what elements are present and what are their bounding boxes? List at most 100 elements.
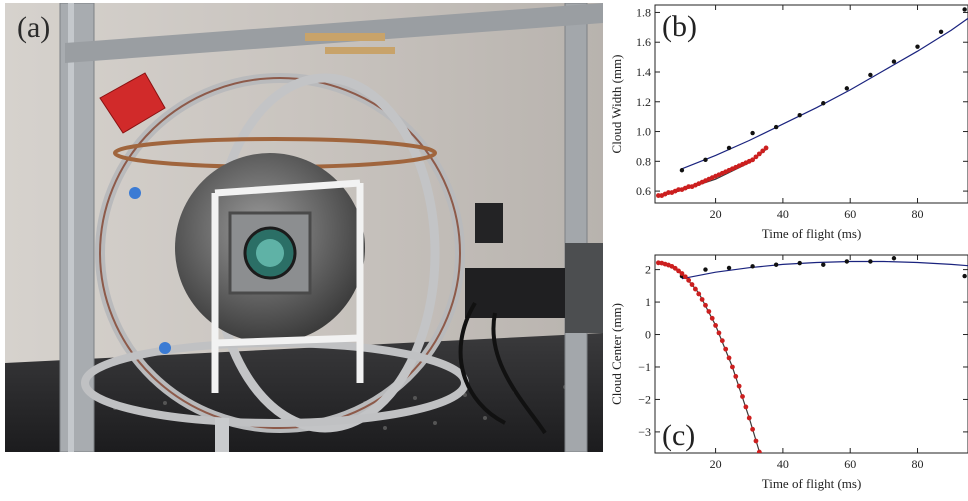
data-point-black — [868, 259, 873, 264]
data-point-black — [844, 86, 850, 91]
optics-mount — [465, 268, 575, 318]
data-point-black — [773, 124, 779, 130]
y-tick-label: 1.2 — [636, 95, 651, 109]
data-point-red — [686, 277, 692, 283]
data-point-red — [682, 274, 688, 280]
data-point-black — [797, 260, 802, 266]
data-point-red — [743, 404, 749, 410]
y-tick-label: 1.0 — [636, 125, 651, 139]
data-point-red — [736, 383, 742, 389]
y-tick-label: 1.6 — [636, 35, 651, 49]
data-point-black — [679, 168, 685, 173]
y-tick-label: −1 — [638, 360, 651, 374]
data-point-red — [756, 449, 762, 453]
y-tick-label: 0 — [645, 328, 651, 342]
y-tick-label: 1 — [645, 295, 651, 309]
data-point-black — [703, 267, 708, 272]
x-tick-label: 20 — [710, 457, 722, 471]
cable — [491, 312, 547, 435]
data-point-black — [726, 145, 732, 151]
y-axis-label: Cloud Center (mm) — [609, 303, 624, 405]
y-tick-label: 1.4 — [636, 65, 651, 79]
data-point-red — [746, 415, 752, 421]
y-axis-label: Cloud Width (mm) — [609, 55, 624, 154]
data-point-red — [686, 184, 692, 190]
apparatus-photo: (a) — [5, 3, 603, 452]
data-point-black — [939, 250, 943, 251]
cloud-center-chart: 20 40 60 80 −3 −2 −1 0 1 2 Time of flight (ms) Clou… — [607, 250, 968, 496]
plot-frame — [654, 4, 968, 204]
x-tick-label: 20 — [710, 207, 722, 221]
data-point-red — [740, 394, 745, 399]
data-point-red — [672, 265, 678, 271]
y-tick-label: −2 — [638, 392, 651, 406]
frame-post-left-highlight — [68, 3, 74, 452]
data-point-red — [753, 154, 759, 160]
panel-label: (b) — [662, 10, 697, 43]
cloud-center-plot: 20 40 60 80 −3 −2 −1 0 1 2 Time of flight (ms) Clou… — [609, 250, 968, 491]
data-point-red — [750, 426, 756, 432]
x-tick-label: 80 — [912, 207, 924, 221]
y-tick-label: 2 — [645, 263, 651, 277]
chamber-window-glass — [256, 239, 284, 267]
data-point-red — [763, 145, 769, 151]
data-point-red — [689, 282, 695, 287]
data-point-red — [760, 148, 766, 154]
data-point-black — [726, 265, 732, 271]
data-point-black — [868, 72, 873, 78]
panel-label: (c) — [662, 419, 695, 452]
data-point-red — [753, 438, 759, 444]
plot-data — [655, 250, 968, 453]
frame-post-right — [564, 3, 588, 452]
white-mount-frame — [211, 179, 364, 393]
data-point-red — [719, 338, 725, 344]
data-point-red — [676, 268, 681, 274]
data-point-red — [756, 151, 762, 157]
data-point-black — [703, 157, 708, 163]
panel-a-label: (a) — [17, 11, 51, 44]
data-point-red — [679, 271, 685, 276]
data-point-black — [891, 59, 897, 64]
y-tick-label: 0.8 — [636, 154, 651, 168]
y-tick-label: −3 — [638, 425, 651, 439]
data-point-red — [723, 346, 729, 352]
fit-curve — [681, 17, 968, 170]
x-tick-label: 80 — [912, 457, 924, 471]
data-point-black — [821, 262, 826, 267]
wooden-rod — [305, 33, 385, 41]
data-point-red — [716, 330, 722, 336]
x-tick-label: 60 — [844, 457, 856, 471]
y-tick-label: 0.6 — [636, 184, 651, 198]
optical-table — [5, 333, 603, 452]
data-point-red — [699, 297, 705, 302]
data-point-black — [891, 256, 897, 261]
data-point-red — [733, 373, 739, 379]
plot-frame — [654, 254, 968, 454]
red-box — [99, 72, 166, 134]
data-point-black — [750, 130, 755, 136]
data-point-red — [709, 315, 715, 321]
cloud-width-plot: 20 40 60 80 0.6 0.8 1.0 1.2 1.4 1.6 1.8 Time of fli… — [609, 4, 968, 241]
data-point-red — [730, 364, 735, 370]
fiber-port — [129, 187, 141, 199]
data-point-red — [703, 302, 708, 308]
fiber-port — [159, 342, 171, 354]
data-point-black — [962, 7, 967, 12]
data-point-black — [750, 264, 755, 269]
data-point-red — [706, 309, 712, 314]
data-point-red — [726, 355, 732, 361]
data-point-red — [655, 193, 661, 198]
base-post — [215, 418, 229, 452]
data-point-red — [750, 157, 756, 163]
apparatus-illustration — [5, 3, 603, 452]
data-point-red — [713, 323, 718, 328]
cloud-width-chart: 20 40 60 80 0.6 0.8 1.0 1.2 1.4 1.6 1.8 Time of fli… — [607, 0, 968, 248]
data-point-red — [692, 286, 698, 292]
cable — [458, 301, 506, 425]
x-tick-label: 40 — [777, 207, 789, 221]
data-point-black — [915, 44, 920, 49]
data-point-black — [962, 273, 967, 279]
coil-ring-copper — [99, 77, 461, 429]
data-point-red — [696, 291, 702, 297]
camera — [475, 203, 503, 243]
